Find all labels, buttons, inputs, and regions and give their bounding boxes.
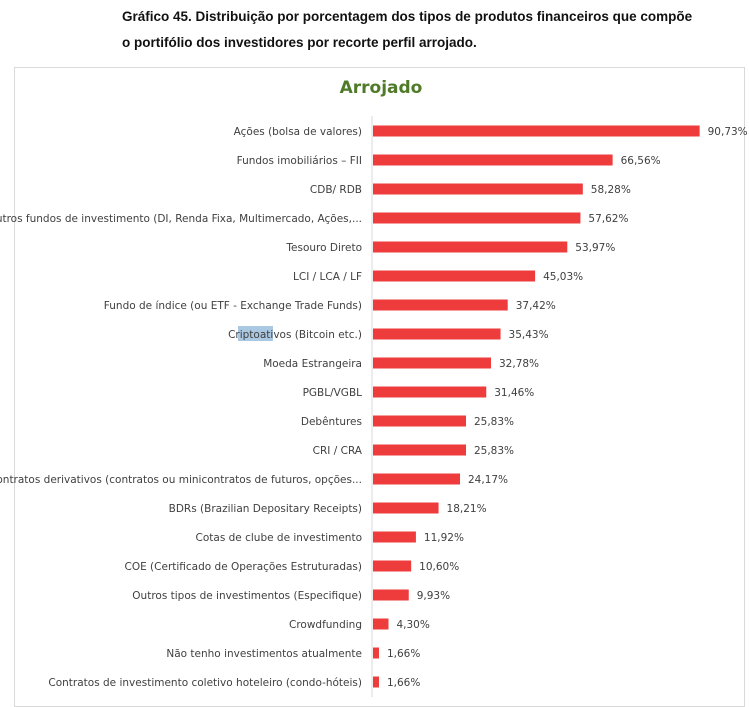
caption-line-2: o portifólio dos investidores por recort… [122,35,477,50]
category-label: Contratos derivativos (contratos ou mini… [0,474,362,486]
category-label: BDRs (Brazilian Depositary Receipts) [169,503,362,515]
category-label: Crowdfunding [289,619,362,631]
category-label: CRI / CRA [313,445,363,457]
bar [373,270,536,282]
data-label: 35,43% [509,329,549,341]
data-label: 66,56% [621,155,661,167]
data-label: 37,42% [516,300,556,312]
bar [373,531,416,543]
category-label: Criptoativos (Bitcoin etc.) [228,329,362,341]
bar [373,473,461,485]
category-label: Fundo de índice (ou ETF - Exchange Trade… [104,300,362,312]
data-label: 10,60% [419,561,459,573]
bar [373,444,466,456]
data-label: 4,30% [396,619,429,631]
text-selection-highlight [238,326,273,341]
category-label: Ações (bolsa de valores) [234,126,362,138]
bar [373,618,389,630]
bar [373,328,501,340]
bar [373,386,487,398]
bar [373,560,412,572]
category-label: Debêntures [301,416,362,428]
category-label: COE (Certificado de Operações Estruturad… [124,561,362,573]
bar [373,125,700,137]
data-label: 18,21% [447,503,487,515]
category-label: Outros fundos de investimento (DI, Renda… [0,213,362,225]
category-label: LCI / LCA / LF [293,271,362,283]
data-label: 9,93% [417,590,450,602]
bar [373,183,583,195]
bar [373,357,492,369]
category-label: Outros tipos de investimentos (Especifiq… [132,590,362,602]
bar [373,299,508,311]
bar [373,415,466,427]
category-label: Moeda Estrangeira [263,358,362,370]
bar [373,502,439,514]
category-label: Não tenho investimentos atualmente [166,648,362,660]
bar [373,241,568,253]
category-label: Fundos imobiliários – FII [237,155,362,167]
bar [373,589,409,601]
data-label: 1,66% [387,677,420,689]
data-label: 53,97% [575,242,615,254]
data-label: 57,62% [588,213,628,225]
data-label: 90,73% [708,126,748,138]
caption-line-1: Gráfico 45. Distribuição por porcentagem… [122,9,693,24]
data-label: 31,46% [494,387,534,399]
bar [373,212,581,224]
bar [373,154,613,166]
figure-caption: Gráfico 45. Distribuição por porcentagem… [122,4,722,56]
data-label: 32,78% [499,358,539,370]
data-label: 58,28% [591,184,631,196]
data-label: 24,17% [468,474,508,486]
bar [373,647,379,659]
data-label: 11,92% [424,532,464,544]
data-label: 25,83% [474,445,514,457]
data-label: 1,66% [387,648,420,660]
category-label: Tesouro Direto [285,242,362,254]
data-label: 45,03% [543,271,583,283]
category-label: PGBL/VGBL [303,387,363,399]
bar [373,676,379,688]
category-label: Contratos de investimento coletivo hotel… [48,677,362,689]
category-label: Cotas de clube de investimento [196,532,362,544]
category-label: CDB/ RDB [310,184,362,196]
data-label: 25,83% [474,416,514,428]
chart-title: Arrojado [339,78,423,98]
